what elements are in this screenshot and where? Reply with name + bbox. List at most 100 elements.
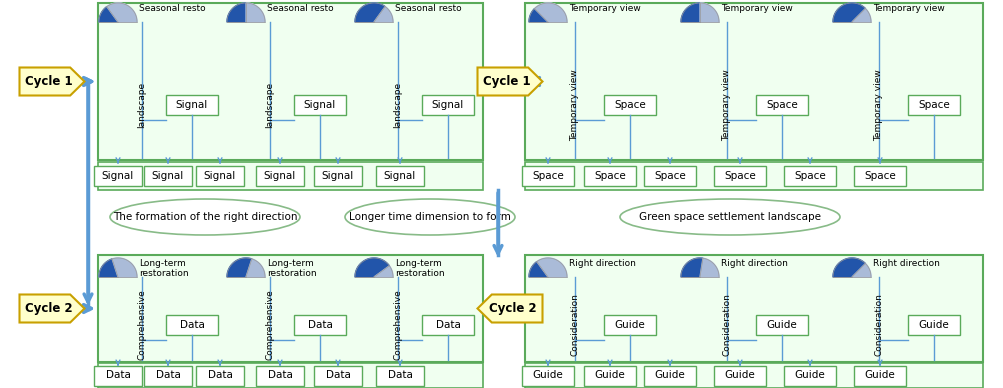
Text: Signal: Signal [431, 100, 463, 110]
FancyBboxPatch shape [196, 166, 244, 186]
FancyBboxPatch shape [525, 162, 982, 190]
Polygon shape [355, 258, 392, 277]
Text: Cycle 1: Cycle 1 [25, 75, 73, 88]
FancyBboxPatch shape [854, 365, 905, 386]
Text: Guide: Guide [533, 371, 563, 381]
Polygon shape [19, 294, 84, 322]
FancyBboxPatch shape [643, 166, 695, 186]
FancyBboxPatch shape [314, 365, 362, 386]
FancyBboxPatch shape [94, 166, 141, 186]
FancyBboxPatch shape [854, 166, 905, 186]
Text: Right direction: Right direction [569, 259, 635, 268]
Text: Temporary view: Temporary view [722, 69, 731, 141]
Text: Green space settlement landscape: Green space settlement landscape [638, 212, 820, 222]
Polygon shape [227, 258, 252, 277]
Text: Guide: Guide [724, 371, 754, 381]
Polygon shape [534, 3, 567, 22]
FancyBboxPatch shape [522, 166, 574, 186]
FancyBboxPatch shape [165, 95, 218, 115]
Text: Data: Data [208, 371, 233, 381]
Text: Data: Data [325, 371, 350, 381]
Polygon shape [529, 3, 567, 22]
Text: Signal: Signal [322, 171, 354, 181]
Text: Signal: Signal [264, 171, 296, 181]
Text: Consideration: Consideration [722, 294, 731, 357]
Text: Space: Space [793, 171, 825, 181]
Text: Guide: Guide [864, 371, 895, 381]
Text: Data: Data [267, 371, 292, 381]
Text: Right direction: Right direction [720, 259, 787, 268]
Text: Long-term
restoration: Long-term restoration [138, 259, 189, 279]
FancyBboxPatch shape [604, 95, 655, 115]
Polygon shape [355, 258, 389, 277]
Polygon shape [832, 258, 865, 277]
Text: Guide: Guide [766, 320, 796, 330]
FancyBboxPatch shape [783, 365, 835, 386]
Text: Long-term
restoration: Long-term restoration [267, 259, 316, 279]
FancyBboxPatch shape [196, 365, 244, 386]
Polygon shape [374, 266, 392, 277]
Text: Signal: Signal [383, 171, 415, 181]
Polygon shape [699, 258, 718, 277]
FancyBboxPatch shape [755, 95, 807, 115]
Text: Seasonal resto: Seasonal resto [394, 4, 461, 13]
Polygon shape [355, 3, 392, 22]
Polygon shape [99, 259, 118, 277]
Polygon shape [374, 7, 392, 22]
Text: Right direction: Right direction [873, 259, 939, 268]
FancyBboxPatch shape [584, 166, 635, 186]
Text: Consideration: Consideration [570, 294, 579, 357]
FancyBboxPatch shape [522, 365, 574, 386]
Polygon shape [852, 9, 871, 22]
FancyBboxPatch shape [165, 315, 218, 335]
Text: Signal: Signal [176, 100, 208, 110]
Polygon shape [529, 262, 548, 277]
Text: Guide: Guide [654, 371, 685, 381]
Text: Comprehensive: Comprehensive [137, 289, 146, 360]
Polygon shape [227, 3, 246, 22]
FancyBboxPatch shape [421, 315, 473, 335]
Text: Space: Space [765, 100, 797, 110]
Polygon shape [529, 9, 548, 22]
Polygon shape [246, 3, 265, 22]
Text: Temporary view: Temporary view [569, 4, 640, 13]
Text: The formation of the right direction: The formation of the right direction [112, 212, 297, 222]
Text: landscape: landscape [393, 82, 402, 128]
Polygon shape [477, 68, 542, 95]
Polygon shape [832, 3, 871, 22]
Text: Space: Space [864, 171, 895, 181]
Text: Space: Space [532, 171, 564, 181]
FancyBboxPatch shape [94, 365, 141, 386]
Text: Guide: Guide [614, 320, 645, 330]
Text: Data: Data [105, 371, 130, 381]
Text: Space: Space [614, 100, 645, 110]
Polygon shape [537, 258, 567, 277]
Polygon shape [680, 258, 702, 277]
FancyBboxPatch shape [783, 166, 835, 186]
Text: landscape: landscape [137, 82, 146, 128]
Text: Data: Data [435, 320, 460, 330]
FancyBboxPatch shape [98, 162, 482, 190]
FancyBboxPatch shape [376, 166, 423, 186]
FancyBboxPatch shape [143, 166, 192, 186]
Text: Space: Space [594, 171, 625, 181]
Text: Signal: Signal [304, 100, 336, 110]
FancyBboxPatch shape [525, 3, 982, 160]
Polygon shape [355, 3, 385, 22]
Ellipse shape [110, 199, 300, 235]
Text: Guide: Guide [594, 371, 625, 381]
Polygon shape [832, 3, 865, 22]
Polygon shape [832, 258, 871, 277]
FancyBboxPatch shape [525, 363, 982, 388]
Text: Cycle 2: Cycle 2 [25, 302, 73, 315]
Polygon shape [680, 3, 718, 22]
Polygon shape [699, 3, 718, 22]
Text: Temporary view: Temporary view [874, 69, 883, 141]
Text: Data: Data [387, 371, 412, 381]
Text: Data: Data [155, 371, 181, 381]
Text: Temporary view: Temporary view [873, 4, 944, 13]
Text: Guide: Guide [793, 371, 824, 381]
Polygon shape [19, 68, 84, 95]
Text: Temporary view: Temporary view [720, 4, 792, 13]
Text: Consideration: Consideration [874, 294, 883, 357]
